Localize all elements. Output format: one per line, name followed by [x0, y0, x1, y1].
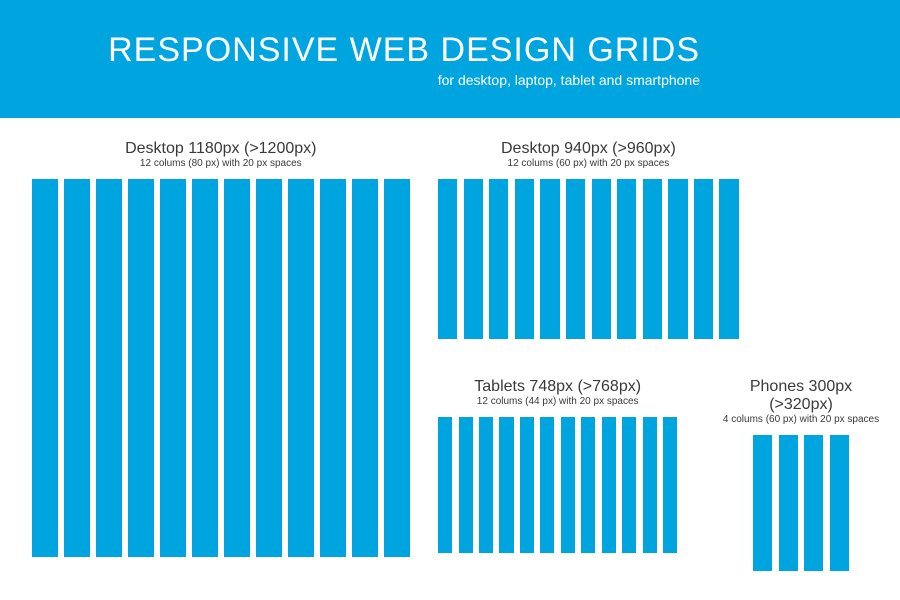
grid-column — [779, 435, 798, 571]
grid-column — [479, 417, 493, 553]
grid-title: Phones 300px (>320px) — [716, 378, 886, 414]
grid-column — [438, 179, 457, 339]
grid-column — [520, 417, 534, 553]
grid-column — [384, 179, 410, 557]
grid-column — [32, 179, 58, 557]
grid-column — [617, 179, 636, 339]
grid-column — [438, 417, 452, 553]
grid-column — [320, 179, 346, 557]
grid-column — [668, 179, 687, 339]
grid-column — [830, 435, 849, 571]
grid-column — [602, 417, 616, 553]
grid-column — [753, 435, 772, 571]
grid-column — [561, 417, 575, 553]
grid-column — [499, 417, 513, 553]
grid-columns — [753, 435, 849, 571]
grid-section-desktop-medium: Desktop 940px (>960px)12 colums (60 px) … — [438, 140, 739, 339]
grid-column — [643, 179, 662, 339]
grid-columns — [32, 179, 410, 557]
grid-subtitle: 4 colums (60 px) with 20 px spaces — [716, 414, 886, 425]
grid-columns — [438, 179, 739, 339]
grid-subtitle: 12 colums (60 px) with 20 px spaces — [438, 158, 739, 169]
grid-column — [459, 417, 473, 553]
grid-column — [719, 179, 738, 339]
grid-section-phones: Phones 300px (>320px)4 colums (60 px) wi… — [716, 378, 886, 571]
grid-column — [96, 179, 122, 557]
grid-column — [694, 179, 713, 339]
grid-column — [663, 417, 677, 553]
grid-columns — [438, 417, 677, 553]
grid-column — [622, 417, 636, 553]
grid-section-tablets: Tablets 748px (>768px)12 colums (44 px) … — [438, 378, 677, 553]
grid-column — [804, 435, 823, 571]
grid-column — [581, 417, 595, 553]
grid-column — [352, 179, 378, 557]
grid-column — [566, 179, 585, 339]
grid-title: Desktop 940px (>960px) — [438, 140, 739, 158]
header-banner: RESPONSIVE WEB DESIGN GRIDS for desktop,… — [0, 0, 900, 118]
page-subtitle: for desktop, laptop, tablet and smartpho… — [438, 72, 700, 88]
grid-column — [540, 179, 559, 339]
grid-subtitle: 12 colums (80 px) with 20 px spaces — [32, 158, 410, 169]
grid-column — [256, 179, 282, 557]
grid-subtitle: 12 colums (44 px) with 20 px spaces — [438, 396, 677, 407]
grid-column — [489, 179, 508, 339]
grid-title: Tablets 748px (>768px) — [438, 378, 677, 396]
grid-section-desktop-large: Desktop 1180px (>1200px)12 colums (80 px… — [32, 140, 410, 557]
grid-column — [192, 179, 218, 557]
grid-column — [515, 179, 534, 339]
grid-title: Desktop 1180px (>1200px) — [32, 140, 410, 158]
grid-column — [464, 179, 483, 339]
grid-column — [288, 179, 314, 557]
grid-column — [128, 179, 154, 557]
page-title: RESPONSIVE WEB DESIGN GRIDS — [108, 31, 700, 70]
grid-column — [224, 179, 250, 557]
grid-column — [592, 179, 611, 339]
grid-column — [540, 417, 554, 553]
grid-column — [160, 179, 186, 557]
grid-column — [64, 179, 90, 557]
grid-column — [643, 417, 657, 553]
